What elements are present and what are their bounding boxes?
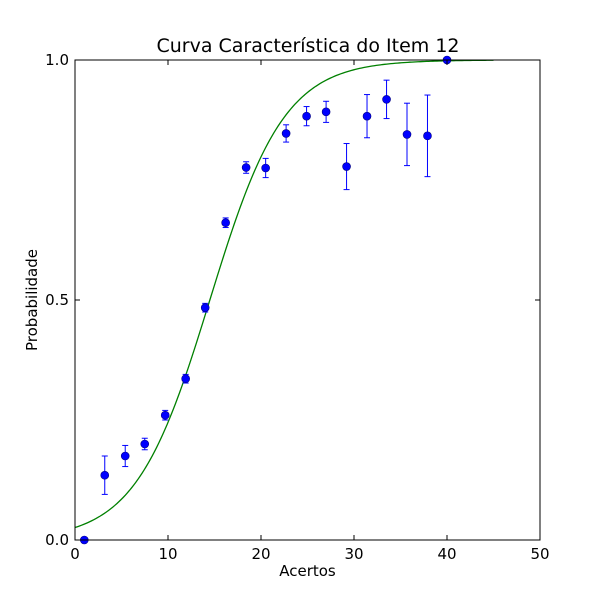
data-point: [100, 470, 110, 480]
x-tick-label: 30: [344, 545, 363, 563]
y-axis-label: Probabilidade: [23, 249, 41, 351]
data-point: [181, 374, 190, 384]
data-point: [402, 130, 412, 139]
y-tick-label: 1.0: [45, 51, 69, 69]
data-point: [423, 131, 432, 141]
data-point: [200, 303, 210, 312]
fitted-curve-line: [74, 59, 494, 529]
data-point-group: [160, 409, 170, 421]
x-axis-label: Acertos: [279, 562, 336, 580]
data-point-group: [423, 94, 432, 178]
data-point: [120, 451, 130, 461]
data-point-group: [362, 94, 372, 139]
plot-area-background: [75, 60, 540, 540]
x-tick-label: 0: [70, 545, 80, 563]
data-point-group: [342, 143, 351, 191]
data-point: [140, 439, 150, 449]
data-point-group: [221, 217, 230, 229]
data-point-group: [241, 161, 251, 174]
data-point: [241, 163, 251, 172]
data-point-group: [321, 100, 331, 123]
x-tick-label: 20: [251, 545, 270, 563]
chart-title: Curva Característica do Item 12: [156, 35, 459, 57]
data-point-group: [100, 455, 110, 495]
data-point: [281, 129, 291, 138]
data-point: [160, 410, 170, 420]
data-point-group: [281, 124, 291, 143]
data-point: [221, 218, 230, 228]
data-point-group: [200, 302, 210, 313]
data-point-group: [382, 79, 391, 120]
x-tick-label: 50: [530, 545, 549, 563]
data-point: [342, 162, 351, 171]
data-point: [321, 107, 331, 117]
x-tick-label: 40: [437, 545, 456, 563]
y-tick-label: 0.0: [45, 531, 69, 549]
fitted-curve-layer: [74, 59, 494, 529]
data-point: [302, 111, 311, 121]
x-tick-label: 10: [158, 545, 177, 563]
data-point: [261, 163, 270, 173]
observed-points-layer: [80, 55, 452, 545]
data-point-group: [181, 373, 190, 384]
data-point-group: [402, 102, 412, 167]
data-point-group: [261, 157, 270, 179]
data-point-group: [302, 106, 311, 127]
axis-ticks-layer: 0 10 20 30 40 50 0.0 0.5 1.0: [45, 51, 549, 563]
data-point-group: [140, 437, 150, 451]
data-point: [362, 111, 372, 121]
y-tick-label: 0.5: [45, 291, 69, 309]
data-point: [382, 95, 391, 104]
data-point-group: [120, 444, 130, 468]
